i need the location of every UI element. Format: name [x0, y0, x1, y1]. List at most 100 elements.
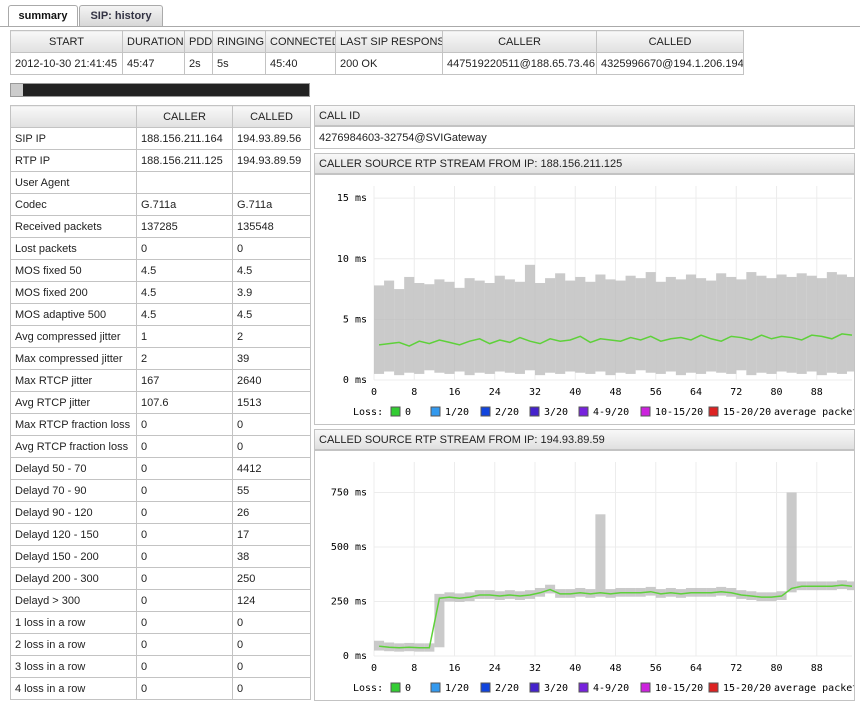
x-tick-label: 32: [529, 387, 541, 398]
cell: [137, 172, 233, 194]
row: Received packets137285135548: [11, 216, 311, 238]
call-id-header: CALL ID: [314, 105, 855, 126]
play-button[interactable]: [11, 84, 23, 96]
row: 4 loss in a row00: [11, 678, 311, 700]
cell: 0: [137, 634, 233, 656]
cell: 0: [233, 612, 311, 634]
legend-swatch: [530, 407, 539, 416]
row: Delayd 70 - 90055: [11, 480, 311, 502]
cell: 2012-10-30 21:41:45: [11, 53, 123, 75]
cell: 39: [233, 348, 311, 370]
legend-text: 10-15/20: [655, 683, 703, 694]
cell: 4.5: [137, 304, 233, 326]
legend-text: 10-15/20: [655, 407, 703, 418]
cell: 0: [233, 634, 311, 656]
cell: 4 loss in a row: [11, 678, 137, 700]
cell: Avg RTCP fraction loss: [11, 436, 137, 458]
x-tick-label: 72: [730, 387, 742, 398]
row: 1 loss in a row00: [11, 612, 311, 634]
legend-text: 0: [405, 683, 411, 694]
header-cell: CALLER: [137, 106, 233, 128]
cell: 17: [233, 524, 311, 546]
cell: 2: [137, 348, 233, 370]
cell: 194.93.89.59: [233, 150, 311, 172]
jitter-band: [797, 273, 807, 374]
cell: Delayd 150 - 200: [11, 546, 137, 568]
cell: 447519220511@188.65.73.46: [443, 53, 597, 75]
jitter-band: [605, 279, 615, 375]
cell: MOS fixed 200: [11, 282, 137, 304]
header-cell: LAST SIP RESPONSE: [336, 31, 443, 53]
jitter-band: [756, 276, 766, 373]
row: Delayd 120 - 150017: [11, 524, 311, 546]
row: MOS fixed 504.54.5: [11, 260, 311, 282]
cell: 38: [233, 546, 311, 568]
legend-text: 15-20/20: [723, 683, 771, 694]
row: Max RTCP jitter1672640: [11, 370, 311, 392]
jitter-band: [736, 279, 746, 370]
y-tick-label: 5 ms: [343, 314, 367, 325]
cell: 5s: [213, 53, 266, 75]
jitter-band: [505, 279, 515, 372]
cell: 0: [137, 678, 233, 700]
x-tick-label: 56: [650, 663, 662, 674]
jitter-band: [404, 277, 414, 373]
jitter-band: [565, 281, 575, 372]
header-row: CALLERCALLED: [11, 106, 311, 128]
jitter-band: [525, 265, 535, 370]
jitter-band: [535, 283, 545, 375]
cell: 2: [233, 326, 311, 348]
call-table: STARTDURATIONPDDRINGINGCONNECTEDLAST SIP…: [10, 30, 744, 75]
legend-swatch: [481, 683, 490, 692]
jitter-band: [686, 275, 696, 373]
header-cell: PDD: [185, 31, 213, 53]
cell: 137285: [137, 216, 233, 238]
cell: Codec: [11, 194, 137, 216]
legend-text: 2/20: [495, 407, 519, 418]
cell: 4.5: [137, 260, 233, 282]
legend-label: Loss:: [353, 683, 383, 694]
row: Delayd 150 - 200038: [11, 546, 311, 568]
jitter-band: [444, 282, 454, 374]
jitter-band: [817, 278, 827, 375]
cell: 1: [137, 326, 233, 348]
row: Delayd 90 - 120026: [11, 502, 311, 524]
jitter-band: [847, 277, 854, 372]
jitter-band: [616, 281, 626, 373]
x-tick-label: 64: [690, 387, 702, 398]
jitter-band: [374, 285, 384, 374]
chart: 08162432404856647280880 ms5 ms10 ms15 ms…: [315, 175, 854, 424]
cell: 0: [233, 436, 311, 458]
y-tick-label: 10 ms: [337, 254, 367, 265]
cell: 0: [137, 458, 233, 480]
progress-bar[interactable]: [10, 83, 310, 97]
jitter-band: [706, 281, 716, 372]
cell: 0: [233, 678, 311, 700]
jitter-band: [666, 277, 676, 372]
x-tick-label: 64: [690, 663, 702, 674]
jitter-band: [414, 283, 424, 374]
row: Max compressed jitter239: [11, 348, 311, 370]
call-id-value: 4276984603-32754@SVIGateway: [314, 126, 855, 149]
jitter-band: [746, 272, 756, 375]
tab-line: [0, 26, 860, 27]
cell: 135548: [233, 216, 311, 238]
stats-table: CALLERCALLEDSIP IP188.156.211.164194.93.…: [10, 105, 311, 700]
jitter-band: [424, 284, 434, 370]
cell: 188.156.211.125: [137, 150, 233, 172]
header-row: STARTDURATIONPDDRINGINGCONNECTEDLAST SIP…: [11, 31, 744, 53]
jitter-band: [434, 279, 444, 372]
cell: 250: [233, 568, 311, 590]
cell: 188.156.211.164: [137, 128, 233, 150]
jitter-band: [515, 282, 525, 374]
tab[interactable]: summary: [8, 5, 78, 26]
cell: 4.5: [233, 304, 311, 326]
header-cell: CONNECTED: [266, 31, 336, 53]
cell: Received packets: [11, 216, 137, 238]
cell: 0: [137, 590, 233, 612]
header-cell: [11, 106, 137, 128]
tab[interactable]: SIP: history: [79, 5, 163, 26]
cell: Delayd 200 - 300: [11, 568, 137, 590]
cell: 45:47: [123, 53, 185, 75]
row: CodecG.711aG.711a: [11, 194, 311, 216]
